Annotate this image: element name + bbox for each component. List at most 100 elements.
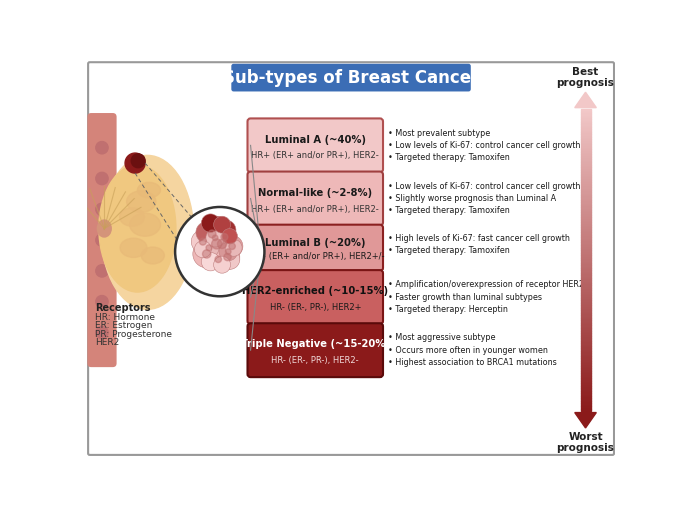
Bar [580,155,590,157]
Bar [580,245,590,247]
Text: • Low levels of Ki-67: control cancer cell growth: • Low levels of Ki-67: control cancer ce… [388,141,580,150]
Text: • Highest association to BRCA1 mutations: • Highest association to BRCA1 mutations [388,358,556,367]
Text: HR+ (ER+ and/or PR+), HER2-: HR+ (ER+ and/or PR+), HER2- [251,152,379,160]
FancyBboxPatch shape [247,172,383,225]
Bar [580,288,590,290]
Bar [580,270,590,273]
Circle shape [195,241,211,258]
Bar [580,301,590,303]
Bar [580,130,590,132]
Bar [580,378,590,381]
Bar [580,346,590,348]
Text: HR- (ER-, PR-), HER2+: HR- (ER-, PR-), HER2+ [269,303,361,312]
Bar [580,189,590,192]
Text: HR- (ER-, PR-), HER2-: HR- (ER-, PR-), HER2- [271,356,359,365]
Bar [580,335,590,338]
Bar [580,285,590,288]
Ellipse shape [141,247,164,264]
Bar [580,305,590,308]
FancyBboxPatch shape [247,118,383,173]
Bar [580,220,590,222]
Text: • Slightly worse prognosis than Luminal A: • Slightly worse prognosis than Luminal … [388,194,556,203]
Circle shape [213,225,236,248]
FancyBboxPatch shape [247,270,383,324]
Bar [580,290,590,293]
Bar [580,250,590,252]
Bar [580,109,590,112]
Bar [580,164,590,167]
Circle shape [200,227,234,261]
Bar [580,205,590,207]
Bar [580,172,590,175]
Ellipse shape [138,182,160,198]
Circle shape [203,250,211,258]
Ellipse shape [97,220,111,237]
Ellipse shape [120,238,147,258]
Bar [580,177,590,180]
Circle shape [215,256,221,263]
Circle shape [220,249,240,269]
Circle shape [96,234,108,246]
Text: • Most aggressive subtype: • Most aggressive subtype [388,333,495,343]
Bar [580,326,590,328]
Bar [580,373,590,376]
Bar [580,280,590,283]
Ellipse shape [120,208,145,226]
FancyBboxPatch shape [88,62,614,455]
Bar [580,247,590,250]
Bar [580,331,590,333]
Circle shape [208,230,216,238]
Bar [580,361,590,363]
Circle shape [193,240,221,268]
Circle shape [221,233,228,241]
Circle shape [125,153,145,173]
Bar [580,368,590,371]
Bar [580,192,590,195]
Bar [580,152,590,155]
Text: Luminal B (~20%): Luminal B (~20%) [265,238,366,248]
Text: • Occurs more often in younger women: • Occurs more often in younger women [388,346,547,355]
Bar [580,381,590,383]
Bar [580,398,590,401]
Bar [580,310,590,313]
Text: PR: Progesterone: PR: Progesterone [95,330,172,338]
Bar [580,263,590,265]
Bar [580,401,590,403]
Bar [580,389,590,391]
Circle shape [216,220,236,240]
Circle shape [201,214,220,232]
Bar [580,119,590,122]
Bar [580,175,590,177]
Text: • Low levels of Ki-67: control cancer cell growth: • Low levels of Ki-67: control cancer ce… [388,182,580,191]
Bar [580,351,590,353]
Bar [580,187,590,189]
Bar [580,308,590,310]
Text: • Most prevalent subtype: • Most prevalent subtype [388,129,490,138]
Bar [580,144,590,147]
Bar [580,200,590,202]
Circle shape [199,221,225,247]
Bar [580,202,590,205]
Bar [580,293,590,295]
Bar [580,197,590,200]
Text: Triple Negative (~15-20%): Triple Negative (~15-20%) [241,339,390,350]
Text: • High levels of Ki-67: fast cancer cell growth: • High levels of Ki-67: fast cancer cell… [388,234,569,243]
Circle shape [96,326,108,338]
Bar [580,273,590,275]
Bar [580,265,590,268]
Bar [580,376,590,378]
Text: Normal-like (~2-8%): Normal-like (~2-8%) [258,188,373,198]
Bar [580,275,590,278]
Circle shape [217,239,227,248]
Text: HER2: HER2 [95,338,119,347]
Circle shape [199,238,219,258]
Ellipse shape [101,155,194,309]
Bar [580,403,590,406]
Bar [580,134,590,137]
Bar [580,356,590,358]
Bar [580,252,590,255]
Ellipse shape [127,191,156,212]
Text: Worst
prognosis: Worst prognosis [557,432,614,454]
Bar [580,139,590,142]
Bar [580,333,590,335]
